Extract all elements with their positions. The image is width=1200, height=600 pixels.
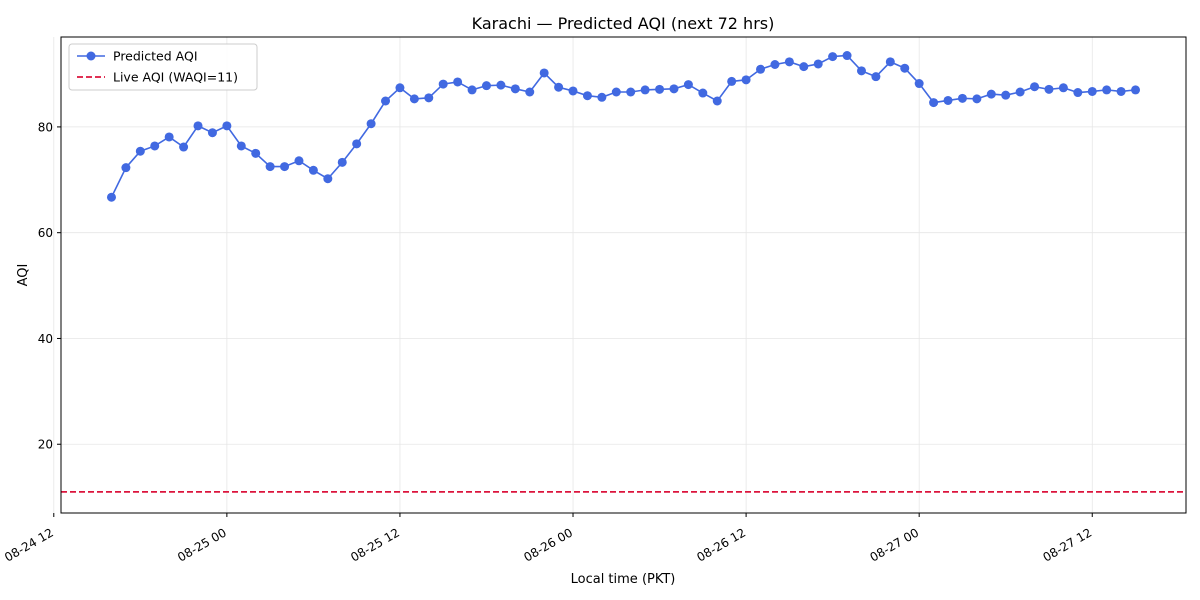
axis-ticks: 20 40 60 80 08-24 12 08-25 00 08-25 12 08-26 00… bbox=[2, 120, 1094, 564]
x-tick-label: 08-24 12 bbox=[2, 525, 56, 564]
data-point bbox=[1131, 85, 1141, 95]
data-point bbox=[655, 84, 665, 94]
data-point bbox=[683, 80, 693, 90]
data-point bbox=[409, 94, 419, 104]
data-point bbox=[424, 93, 434, 103]
series-line-predicted-aqi bbox=[110, 54, 1136, 198]
legend-marker-predicted bbox=[86, 51, 96, 61]
data-point bbox=[943, 95, 953, 105]
data-point bbox=[366, 119, 376, 129]
data-point bbox=[986, 89, 996, 99]
data-point bbox=[510, 84, 520, 94]
data-point bbox=[453, 77, 463, 87]
data-point bbox=[323, 174, 333, 184]
data-point bbox=[438, 79, 448, 89]
data-point bbox=[727, 76, 737, 86]
data-point bbox=[1058, 83, 1068, 93]
legend-box bbox=[68, 43, 258, 91]
data-point bbox=[799, 62, 809, 72]
data-point bbox=[626, 87, 636, 97]
data-point bbox=[352, 139, 362, 149]
x-tick-label: 08-27 12 bbox=[1041, 525, 1095, 564]
data-point bbox=[179, 142, 189, 152]
data-point bbox=[972, 94, 982, 104]
data-point bbox=[871, 72, 881, 82]
data-point bbox=[236, 141, 246, 151]
y-tick-label: 20 bbox=[38, 438, 53, 452]
data-point bbox=[1030, 82, 1040, 92]
x-tick-label: 08-26 00 bbox=[521, 525, 575, 564]
data-point bbox=[164, 132, 174, 142]
data-point bbox=[813, 59, 823, 69]
y-tick-label: 60 bbox=[38, 226, 53, 240]
data-point bbox=[597, 92, 607, 102]
data-point bbox=[640, 85, 650, 95]
data-point bbox=[1116, 86, 1126, 96]
legend: Predicted AQI Live AQI (WAQI=11) bbox=[68, 43, 258, 91]
data-point bbox=[135, 146, 145, 156]
data-point bbox=[784, 57, 794, 67]
x-tick-label: 08-27 00 bbox=[867, 525, 921, 564]
data-point bbox=[1087, 86, 1097, 96]
data-point bbox=[265, 162, 275, 172]
chart-title: Karachi — Predicted AQI (next 72 hrs) bbox=[472, 14, 775, 33]
x-tick-label: 08-25 00 bbox=[175, 525, 229, 564]
data-point bbox=[1001, 90, 1011, 100]
data-point bbox=[582, 91, 592, 101]
y-tick-label: 40 bbox=[38, 332, 53, 346]
y-axis-label: AQI bbox=[16, 264, 31, 287]
data-point bbox=[554, 82, 564, 92]
data-point bbox=[308, 165, 318, 175]
data-point bbox=[337, 157, 347, 167]
data-point bbox=[1073, 88, 1083, 98]
x-tick-label: 08-25 12 bbox=[348, 525, 402, 564]
data-point bbox=[900, 63, 910, 73]
data-point bbox=[568, 86, 578, 96]
data-point bbox=[106, 192, 116, 202]
data-point bbox=[395, 83, 405, 93]
data-point bbox=[669, 84, 679, 94]
data-point bbox=[222, 121, 232, 131]
data-point bbox=[193, 121, 203, 131]
x-axis-label: Local time (PKT) bbox=[571, 572, 676, 587]
data-point bbox=[207, 128, 217, 138]
grid-lines bbox=[53, 37, 1186, 513]
data-point bbox=[756, 64, 766, 74]
data-point bbox=[121, 163, 131, 173]
data-point bbox=[525, 87, 535, 97]
data-point bbox=[1044, 84, 1054, 94]
data-point bbox=[770, 60, 780, 69]
data-point bbox=[929, 98, 939, 108]
data-point bbox=[914, 79, 924, 89]
data-point bbox=[381, 96, 391, 106]
data-point bbox=[885, 57, 895, 67]
data-point bbox=[481, 81, 491, 91]
data-point bbox=[1015, 87, 1025, 97]
data-point bbox=[280, 162, 290, 172]
legend-label-live: Live AQI (WAQI=11) bbox=[113, 70, 238, 85]
data-point bbox=[698, 88, 708, 98]
data-point bbox=[1102, 85, 1112, 95]
series-layer bbox=[106, 51, 1141, 202]
data-point bbox=[467, 85, 477, 95]
data-point bbox=[251, 148, 261, 158]
y-tick-label: 80 bbox=[38, 120, 53, 134]
x-tick-label: 08-26 12 bbox=[694, 525, 748, 564]
data-point bbox=[856, 66, 866, 76]
data-point bbox=[842, 51, 852, 61]
data-point bbox=[150, 141, 160, 151]
plot-frame bbox=[60, 36, 1187, 514]
data-point bbox=[828, 52, 838, 62]
data-point bbox=[611, 87, 621, 97]
data-point bbox=[712, 96, 722, 106]
data-point bbox=[741, 75, 751, 85]
data-point bbox=[539, 68, 549, 78]
data-point bbox=[496, 80, 506, 90]
data-point bbox=[957, 93, 967, 103]
data-point bbox=[294, 156, 304, 166]
legend-label-predicted: Predicted AQI bbox=[113, 49, 198, 64]
